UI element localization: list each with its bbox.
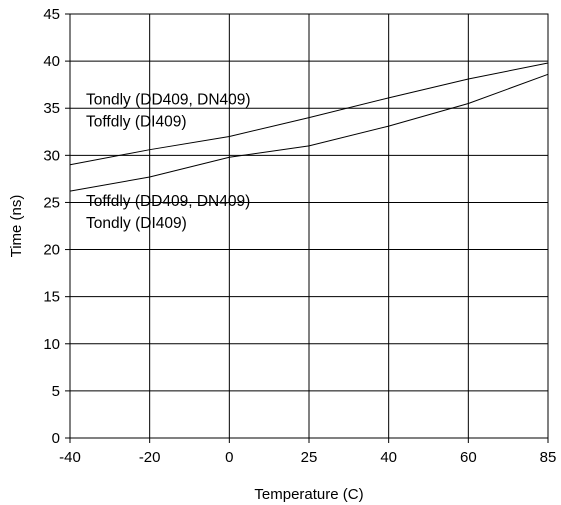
x-axis-label: Temperature (C)	[254, 486, 363, 503]
y-tick-label: 10	[43, 336, 60, 353]
x-tick-label: 0	[225, 449, 233, 466]
y-tick-label: 0	[52, 430, 60, 447]
series-lines	[69, 62, 549, 192]
annotations: Tondly (DD409, DN409) Toffdly (DI409) Toff…	[86, 91, 251, 232]
y-tick-label: 45	[43, 6, 60, 23]
x-tick-label: -40	[59, 449, 81, 466]
annotation-2-line-2: Tondly (DI409)	[86, 215, 187, 232]
y-tick-label: 35	[43, 100, 60, 117]
annotation-2-line-1: Toffdly (DD409, DN409)	[86, 193, 250, 210]
series-line-2	[69, 73, 549, 192]
x-tick-label: 60	[460, 449, 477, 466]
annotation-1-line-2: Toffdly (DI409)	[86, 113, 187, 130]
y-axis-ticks: 0 5 10 15 20 25 30 35 40 45	[43, 6, 70, 447]
y-axis-label: Time (ns)	[8, 195, 25, 258]
x-tick-label: 40	[380, 449, 397, 466]
y-tick-label: 30	[43, 147, 60, 164]
x-axis-ticks: -40 -20 0 25 40 60 85	[59, 438, 556, 466]
x-tick-label: 25	[301, 449, 318, 466]
y-tick-label: 15	[43, 289, 60, 306]
series-line-1	[69, 62, 549, 166]
x-tick-label: -20	[139, 449, 161, 466]
y-tick-label: 25	[43, 194, 60, 211]
annotation-1-line-1: Tondly (DD409, DN409)	[86, 91, 251, 108]
y-tick-label: 40	[43, 53, 60, 70]
y-tick-label: 20	[43, 242, 60, 259]
y-tick-label: 5	[52, 383, 60, 400]
x-tick-label: 85	[540, 449, 557, 466]
